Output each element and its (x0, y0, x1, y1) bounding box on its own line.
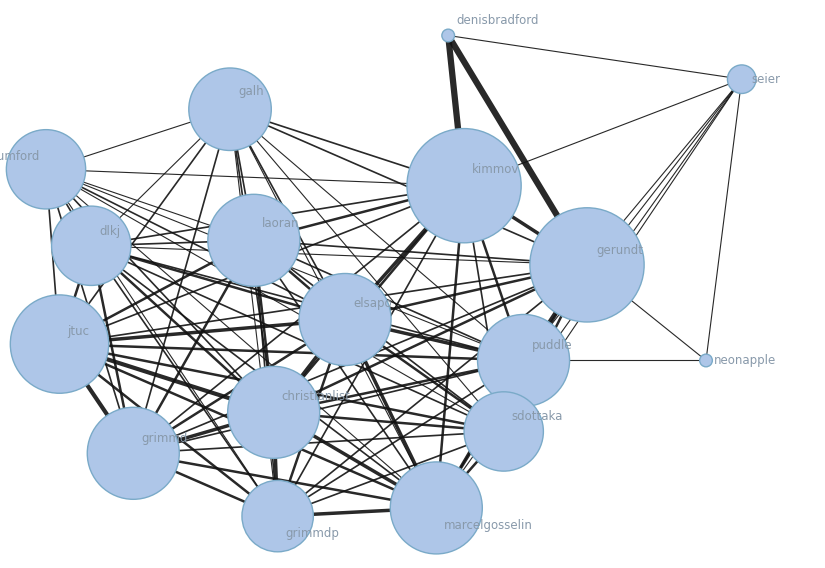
Ellipse shape (7, 130, 86, 209)
Ellipse shape (390, 462, 483, 554)
Text: sdottaka: sdottaka (512, 410, 563, 423)
Text: denisbradford: denisbradford (456, 14, 539, 27)
Text: grimmdp: grimmdp (285, 527, 339, 540)
Ellipse shape (51, 206, 131, 286)
Ellipse shape (700, 354, 712, 367)
Text: puddle: puddle (531, 339, 572, 352)
Text: laoran: laoran (262, 218, 299, 231)
Ellipse shape (728, 65, 756, 94)
Text: seier: seier (752, 73, 780, 86)
Text: dlkj: dlkj (99, 224, 120, 237)
Ellipse shape (530, 208, 644, 322)
Ellipse shape (478, 315, 569, 407)
Text: jtuc: jtuc (68, 324, 89, 337)
Ellipse shape (189, 68, 271, 151)
Text: gerundt: gerundt (596, 244, 644, 257)
Text: galh: galh (238, 85, 264, 98)
Ellipse shape (228, 366, 320, 458)
Ellipse shape (464, 392, 544, 471)
Ellipse shape (87, 407, 179, 499)
Text: christianlist: christianlist (281, 390, 351, 403)
Ellipse shape (242, 481, 314, 552)
Text: grimmd: grimmd (141, 432, 187, 445)
Text: kimmov: kimmov (472, 163, 520, 176)
Ellipse shape (442, 29, 455, 42)
Text: cmumford: cmumford (0, 150, 40, 163)
Text: neonapple: neonapple (714, 354, 776, 367)
Text: marcelgosselin: marcelgosselin (444, 519, 533, 532)
Text: elsapo: elsapo (353, 296, 392, 310)
Ellipse shape (407, 128, 521, 243)
Ellipse shape (208, 194, 299, 286)
Ellipse shape (299, 273, 391, 366)
Ellipse shape (10, 295, 109, 393)
